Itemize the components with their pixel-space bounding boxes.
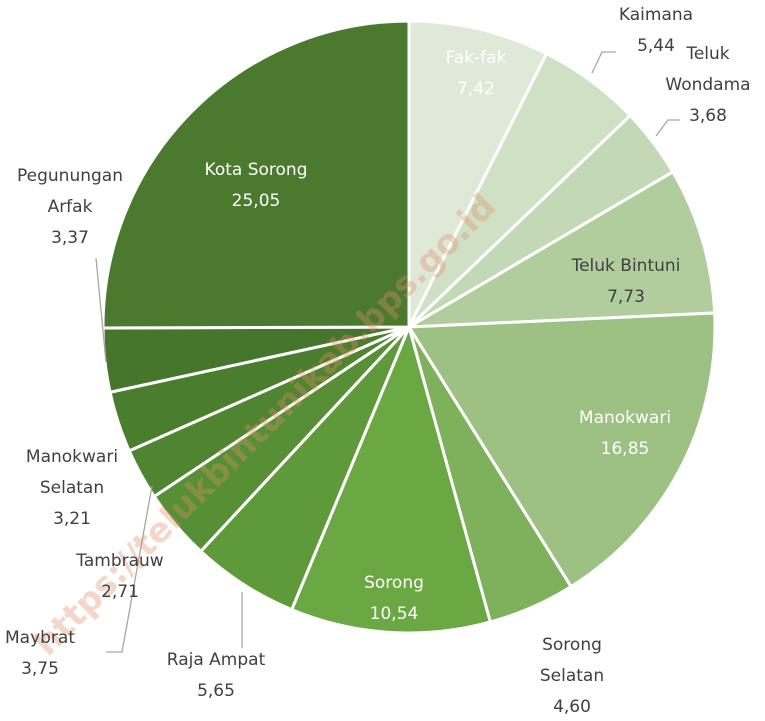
category-label: Pegunungan Arfak bbox=[17, 166, 123, 217]
data-label: Raja Ampat 5,65 bbox=[146, 645, 286, 707]
value-label: 25,05 bbox=[231, 191, 281, 211]
data-label: Maybrat 3,75 bbox=[0, 623, 80, 685]
data-label: Kota Sorong 25,05 bbox=[181, 155, 331, 217]
data-label: Manokwari Selatan 3,21 bbox=[17, 442, 127, 535]
value-label: 2,71 bbox=[101, 582, 139, 602]
data-label: Teluk Wondama 3,68 bbox=[663, 39, 753, 132]
value-label: 3,68 bbox=[689, 106, 727, 126]
value-label: 3,37 bbox=[51, 228, 89, 248]
value-label: 7,73 bbox=[607, 287, 645, 307]
leader-line bbox=[95, 257, 107, 363]
category-label: Tambrauw bbox=[76, 551, 164, 571]
category-label: Kota Sorong bbox=[204, 160, 308, 180]
category-label: Fak-fak bbox=[445, 48, 507, 68]
leader-line bbox=[106, 485, 153, 653]
data-label: Teluk Bintuni 7,73 bbox=[546, 251, 706, 313]
data-label: Fak-fak 7,42 bbox=[416, 43, 536, 105]
category-label: Sorong Selatan bbox=[539, 635, 605, 686]
category-label: Teluk Wondama bbox=[665, 44, 751, 95]
data-label: Pegunungan Arfak 3,37 bbox=[15, 161, 125, 254]
category-label: Raja Ampat bbox=[166, 650, 266, 670]
slice bbox=[407, 170, 717, 329]
value-label: 3,75 bbox=[21, 659, 59, 679]
leader-line bbox=[655, 119, 680, 137]
category-label: Teluk Bintuni bbox=[571, 256, 681, 276]
category-label: Kaimana bbox=[618, 5, 694, 25]
category-label: Manokwari bbox=[578, 408, 672, 428]
category-label: Manokwari Selatan bbox=[25, 447, 119, 498]
data-label: Kaimana 5,44 bbox=[596, 0, 716, 62]
data-label: Manokwari 16,85 bbox=[560, 403, 690, 465]
data-label: Tambrauw 2,71 bbox=[65, 546, 175, 608]
value-label: 7,42 bbox=[457, 79, 495, 99]
slice bbox=[407, 311, 717, 589]
value-label: 5,44 bbox=[637, 36, 675, 56]
value-label: 5,65 bbox=[197, 681, 235, 701]
slice bbox=[407, 19, 549, 329]
slice bbox=[101, 19, 411, 330]
slices bbox=[101, 19, 717, 635]
value-label: 4,60 bbox=[553, 697, 591, 717]
value-label: 3,21 bbox=[53, 509, 91, 529]
data-label: Sorong 10,54 bbox=[334, 568, 454, 630]
value-label: 10,54 bbox=[369, 604, 419, 624]
data-label: Sorong Selatan 4,60 bbox=[532, 630, 612, 721]
value-label: 16,85 bbox=[600, 439, 650, 459]
leader-line bbox=[591, 51, 616, 74]
category-label: Maybrat bbox=[4, 628, 75, 648]
slice bbox=[290, 325, 492, 635]
category-label: Sorong bbox=[364, 573, 424, 593]
leader-lines bbox=[95, 51, 680, 653]
